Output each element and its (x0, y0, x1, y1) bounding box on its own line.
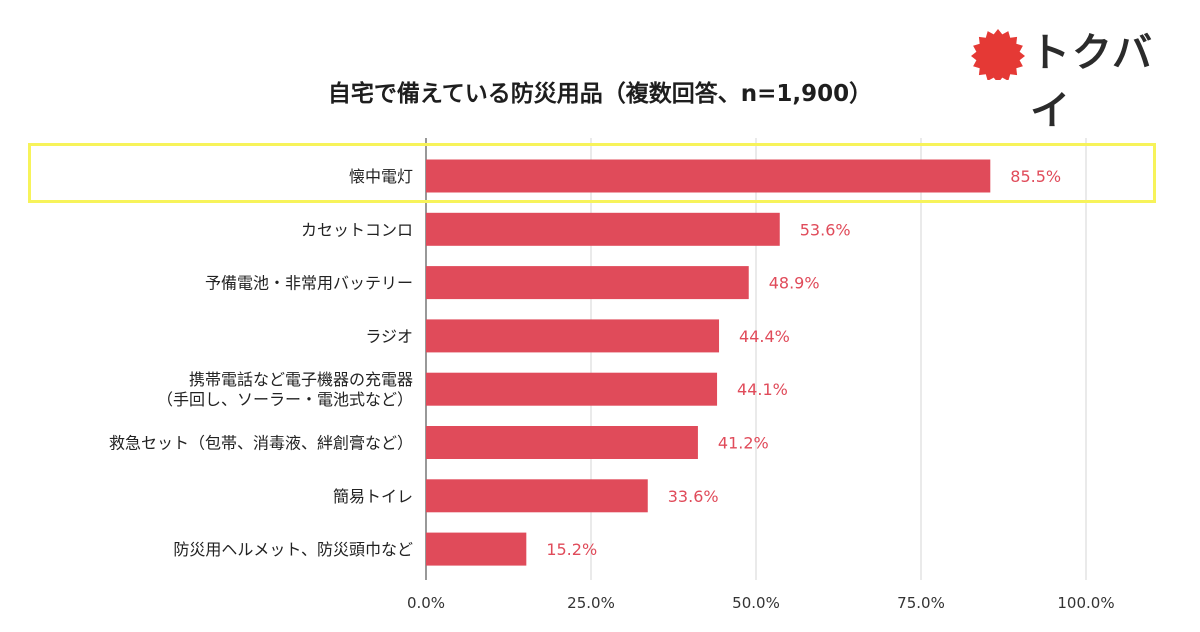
data-label: 85.5% (1010, 167, 1061, 186)
bar (426, 479, 648, 513)
x-tick-label: 100.0% (1057, 594, 1114, 612)
x-tick-label: 25.0% (567, 594, 615, 612)
data-label: 33.6% (668, 487, 719, 506)
x-tick-label: 75.0% (897, 594, 945, 612)
bar (426, 319, 720, 353)
data-label: 41.2% (718, 434, 769, 453)
chart-title: 自宅で備えている防災用品（複数回答、n=1,900） (327, 81, 873, 107)
highlight-box (28, 143, 1156, 203)
bar (426, 532, 527, 566)
bar (426, 212, 780, 246)
bar (426, 159, 991, 193)
x-tick-label: 50.0% (732, 594, 780, 612)
category-label: カセットコンロ (301, 220, 413, 239)
category-label: 防災用ヘルメット、防災頭巾など (173, 540, 413, 559)
data-label: 15.2% (546, 540, 597, 559)
data-label: 48.9% (769, 274, 820, 293)
x-tick-label: 0.0% (407, 594, 445, 612)
category-label: 簡易トイレ (333, 487, 413, 506)
data-label: 44.1% (737, 380, 788, 399)
logo-text: トクバイ (1030, 30, 1154, 134)
sunburst-logo-icon (971, 29, 1025, 83)
tokubai-logo: トクバイ (968, 16, 1188, 134)
category-label: 携帯電話など電子機器の充電器 (189, 370, 413, 389)
category-label: ラジオ (365, 327, 413, 346)
data-label: 53.6% (800, 220, 851, 239)
category-label: 懐中電灯 (349, 167, 413, 186)
bar (426, 266, 749, 300)
bar (426, 426, 698, 459)
category-label: （手回し、ソーラー・電池式など） (157, 390, 413, 409)
data-label: 44.4% (739, 327, 790, 346)
bar (426, 372, 718, 406)
category-label: 救急セット（包帯、消毒液、絆創膏など） (109, 434, 413, 453)
category-label: 予備電池・非常用バッテリー (205, 274, 413, 293)
